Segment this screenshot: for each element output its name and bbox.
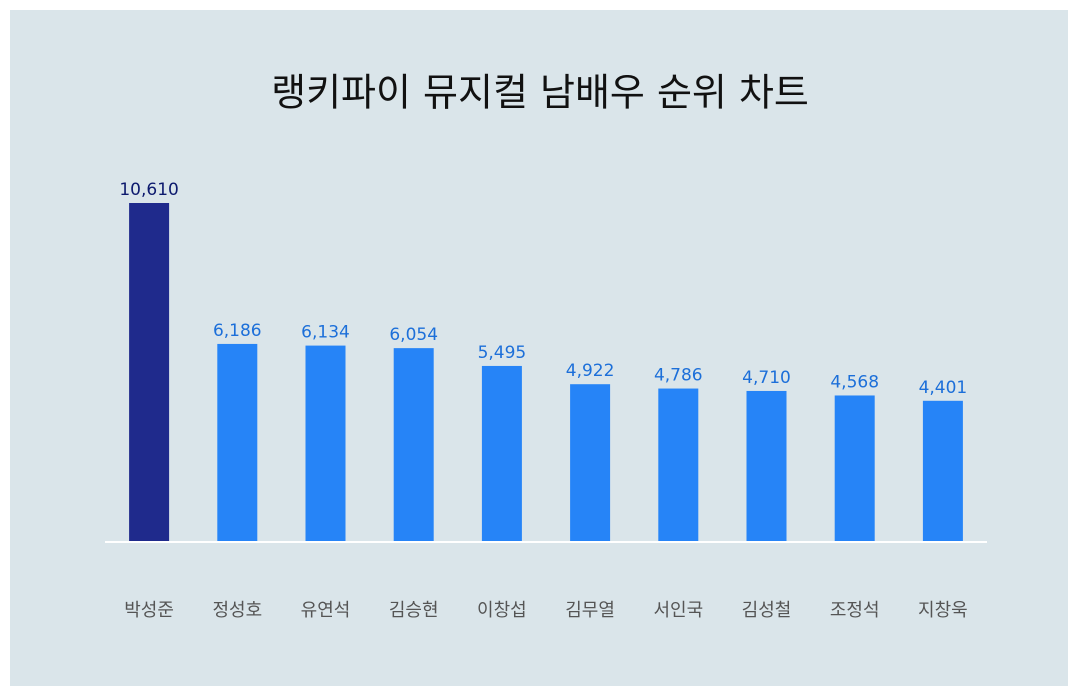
- value-label: 4,786: [654, 366, 703, 386]
- value-label: 6,054: [389, 325, 438, 345]
- bar: [922, 400, 963, 541]
- bar: [834, 395, 875, 541]
- x-tick-label: 박성준: [124, 600, 174, 621]
- bar: [129, 203, 170, 541]
- value-label: 4,568: [830, 372, 879, 392]
- x-tick-label: 유연석: [301, 600, 351, 621]
- bar: [393, 348, 434, 541]
- bar: [658, 388, 699, 541]
- bar: [746, 390, 787, 541]
- x-tick-label: 이창섭: [477, 600, 527, 621]
- bar: [305, 345, 346, 541]
- x-tick-label: 김성철: [742, 600, 792, 621]
- value-label: 5,495: [478, 343, 527, 363]
- x-tick-label: 서인국: [653, 600, 703, 621]
- x-tick-label: 김무열: [565, 600, 615, 621]
- x-tick-label: 김승현: [389, 600, 439, 621]
- value-label: 4,401: [919, 378, 968, 398]
- value-label: 4,710: [742, 368, 791, 388]
- bar: [217, 343, 258, 541]
- x-tick-label: 조정석: [830, 600, 880, 621]
- chart-background: [10, 10, 1068, 686]
- value-label: 6,134: [301, 323, 350, 343]
- x-tick-label: 지창욱: [918, 600, 968, 621]
- value-label: 10,610: [119, 180, 178, 200]
- chart-title: 랭키파이 뮤지컬 남배우 순위 차트: [271, 71, 809, 115]
- x-tick-label: 정성호: [212, 600, 262, 621]
- value-label: 4,922: [566, 361, 615, 381]
- bar: [481, 365, 522, 541]
- value-label: 6,186: [213, 321, 262, 341]
- bar: [570, 384, 611, 541]
